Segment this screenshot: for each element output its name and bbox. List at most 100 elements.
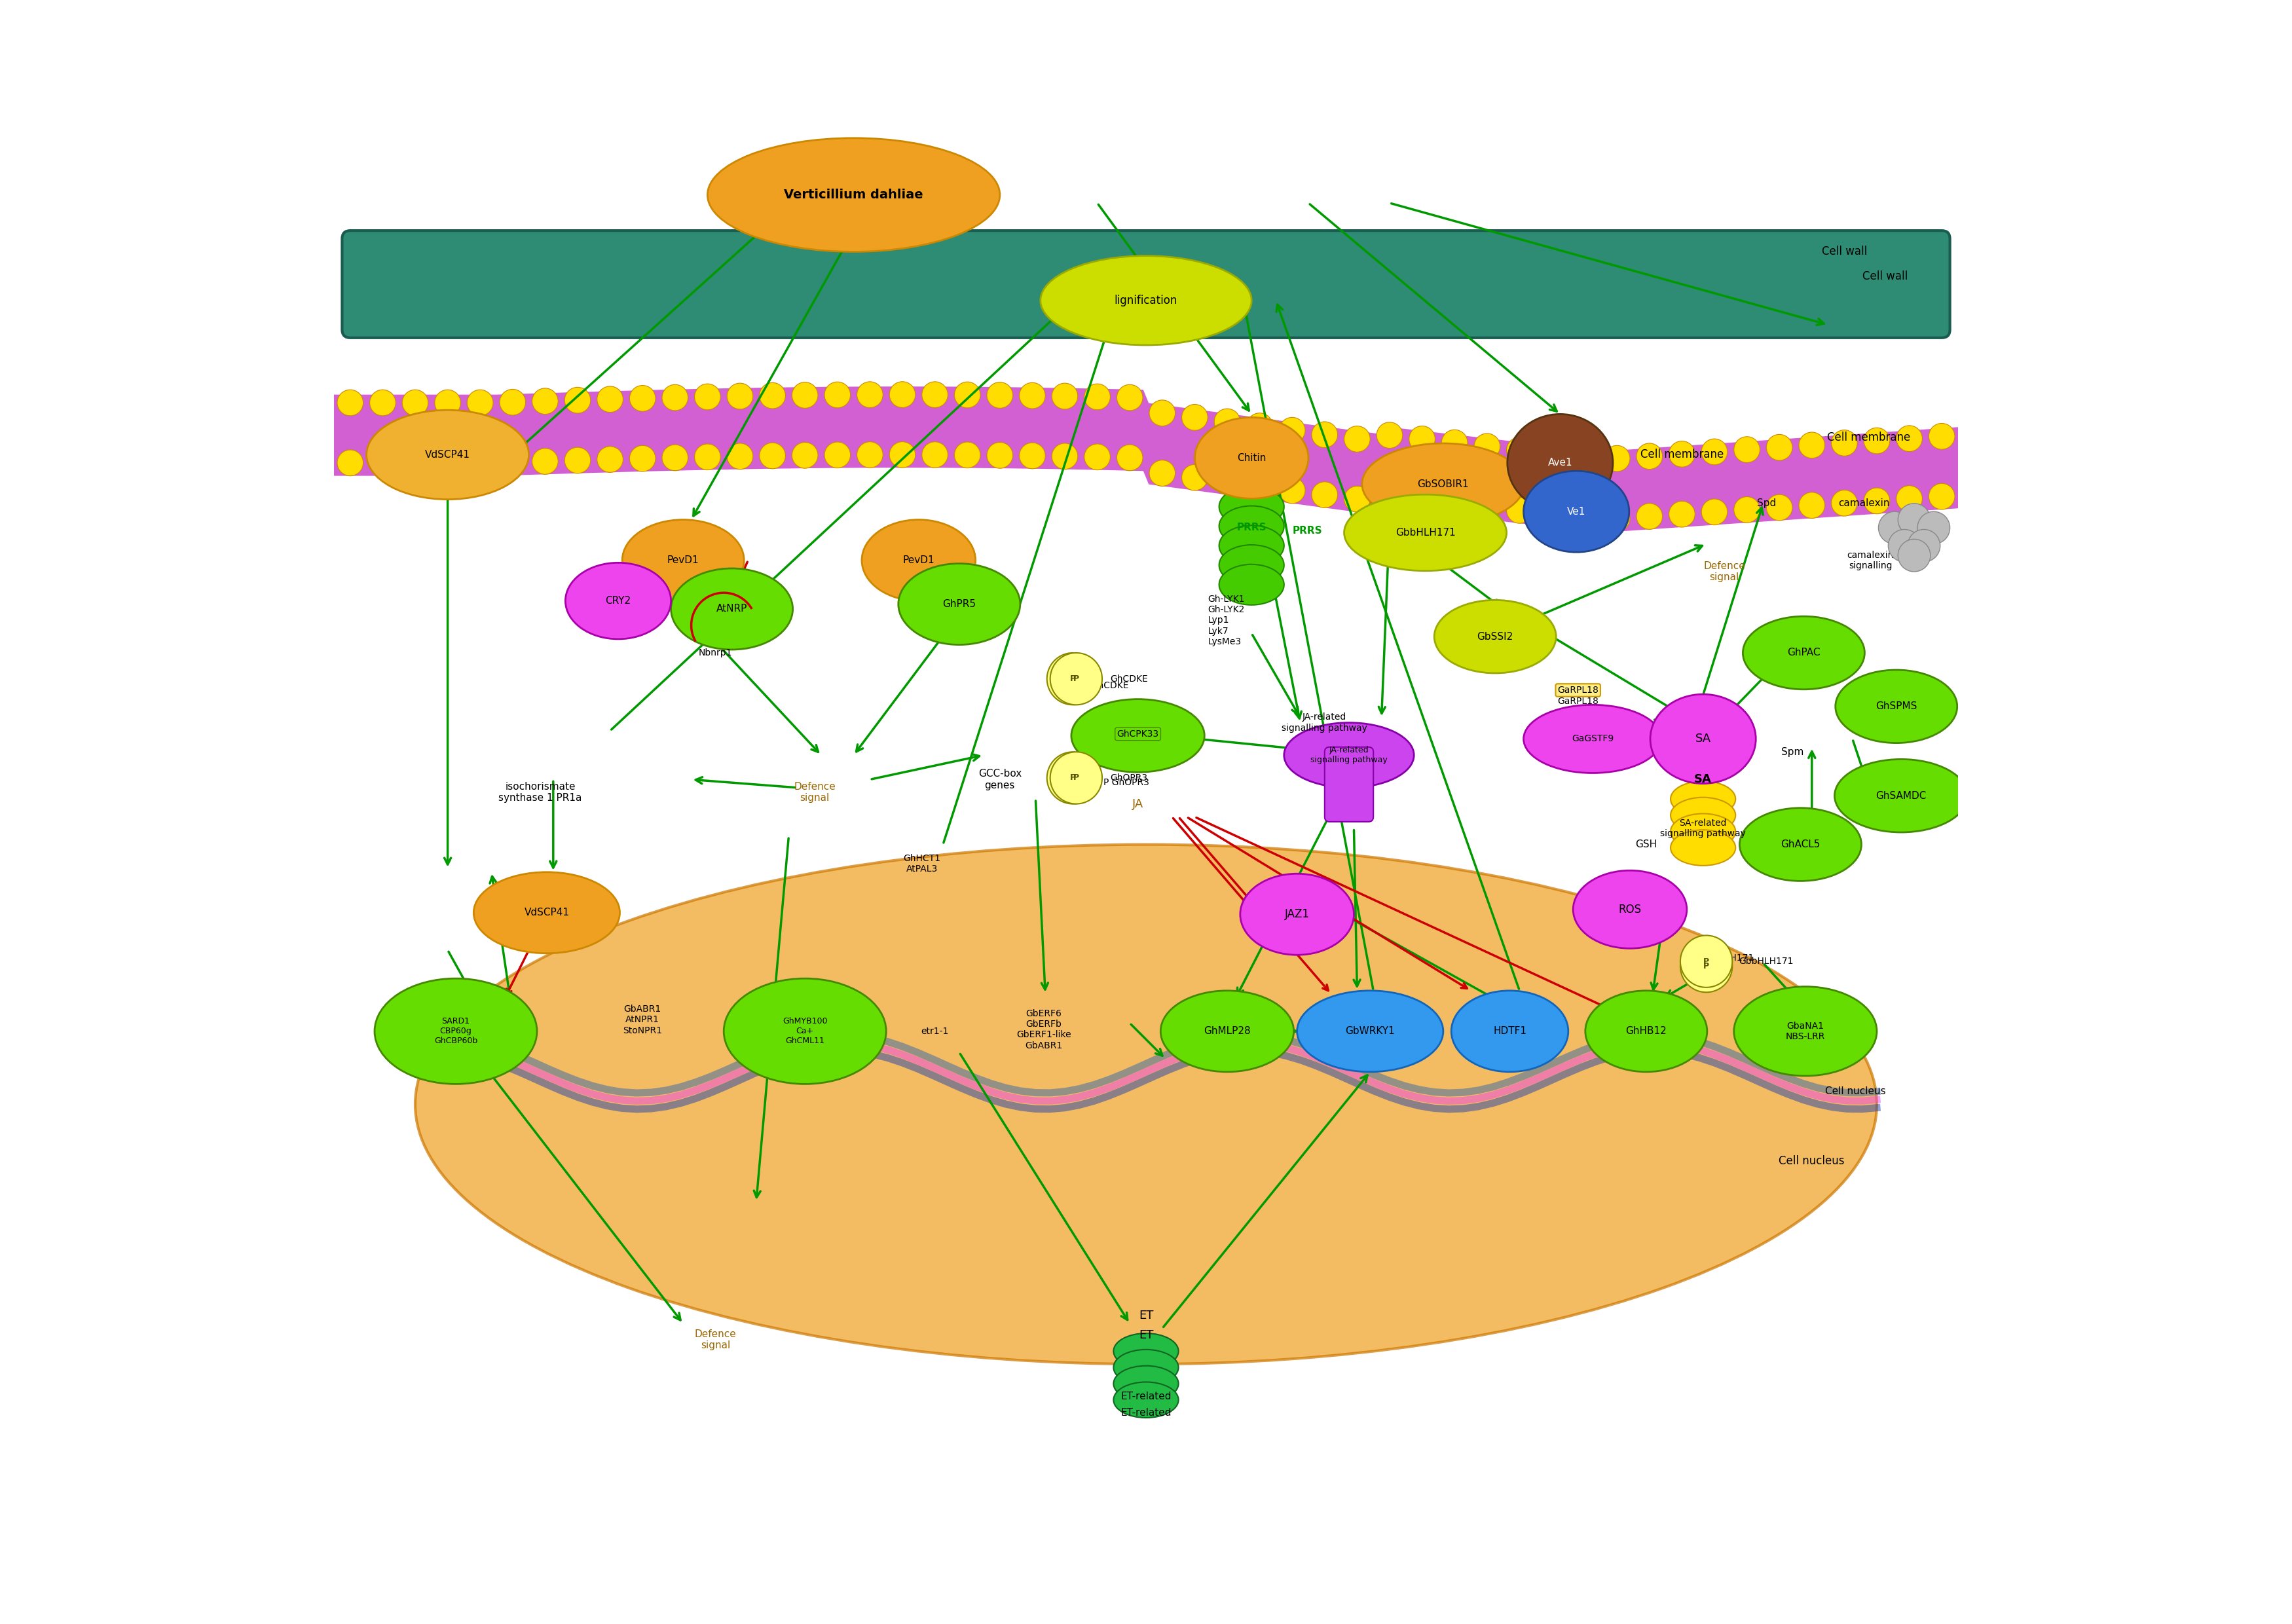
Text: GhHCT1
AtPAL3: GhHCT1 AtPAL3 bbox=[903, 854, 940, 874]
Text: ET-related: ET-related bbox=[1121, 1392, 1171, 1402]
Circle shape bbox=[1279, 477, 1304, 503]
Circle shape bbox=[1604, 445, 1630, 471]
Text: Cell wall: Cell wall bbox=[1822, 245, 1868, 258]
Circle shape bbox=[435, 450, 461, 476]
Circle shape bbox=[1930, 424, 1955, 450]
Ellipse shape bbox=[1194, 417, 1309, 499]
Circle shape bbox=[759, 383, 786, 409]
Text: Cell nucleus: Cell nucleus bbox=[1824, 1086, 1886, 1096]
Circle shape bbox=[337, 450, 362, 476]
Ellipse shape bbox=[621, 520, 745, 601]
Circle shape bbox=[1020, 383, 1045, 409]
Circle shape bbox=[1215, 409, 1240, 435]
Circle shape bbox=[921, 442, 949, 468]
Circle shape bbox=[727, 443, 754, 469]
Ellipse shape bbox=[1650, 693, 1756, 783]
Ellipse shape bbox=[898, 564, 1020, 645]
Circle shape bbox=[1863, 427, 1891, 453]
Text: GhCDKE: GhCDKE bbox=[1109, 674, 1148, 684]
Ellipse shape bbox=[1671, 814, 1735, 849]
Circle shape bbox=[1799, 432, 1824, 458]
Text: JA-related
signalling pathway: JA-related signalling pathway bbox=[1311, 745, 1387, 765]
Text: GhPR5: GhPR5 bbox=[942, 599, 976, 609]
Text: SA: SA bbox=[1696, 732, 1710, 745]
Text: SARD1
CBP60g
GhCBP60b: SARD1 CBP60g GhCBP60b bbox=[433, 1017, 477, 1046]
Circle shape bbox=[662, 385, 688, 411]
Text: GbbHLH171: GbbHLH171 bbox=[1740, 957, 1792, 966]
Ellipse shape bbox=[374, 978, 536, 1085]
Circle shape bbox=[825, 382, 850, 408]
Circle shape bbox=[564, 447, 591, 473]
Circle shape bbox=[369, 450, 397, 476]
Circle shape bbox=[759, 443, 786, 469]
Ellipse shape bbox=[566, 564, 672, 640]
Text: GhHB12: GhHB12 bbox=[1625, 1026, 1666, 1036]
Circle shape bbox=[857, 382, 882, 408]
Ellipse shape bbox=[672, 568, 793, 650]
Text: P: P bbox=[1070, 674, 1075, 684]
Text: GaRPL18: GaRPL18 bbox=[1556, 685, 1598, 695]
Ellipse shape bbox=[1508, 414, 1614, 512]
Text: GhPAC: GhPAC bbox=[1788, 648, 1820, 658]
Ellipse shape bbox=[1070, 698, 1206, 771]
Circle shape bbox=[694, 443, 720, 469]
Circle shape bbox=[1343, 486, 1371, 512]
Ellipse shape bbox=[367, 409, 529, 500]
Circle shape bbox=[857, 442, 882, 468]
Text: P GbbHLH171: P GbbHLH171 bbox=[1691, 953, 1753, 963]
Circle shape bbox=[1052, 383, 1077, 409]
Circle shape bbox=[1052, 443, 1077, 469]
Text: SA-related
signalling pathway: SA-related signalling pathway bbox=[1659, 818, 1747, 838]
Ellipse shape bbox=[862, 520, 976, 601]
Circle shape bbox=[401, 450, 429, 476]
Text: Verticillium dahliae: Verticillium dahliae bbox=[784, 188, 924, 201]
Circle shape bbox=[953, 442, 981, 468]
Text: GCC-box
genes: GCC-box genes bbox=[979, 768, 1022, 791]
Ellipse shape bbox=[1114, 1366, 1178, 1402]
Circle shape bbox=[435, 390, 461, 416]
Text: Spm: Spm bbox=[1781, 747, 1804, 757]
Circle shape bbox=[337, 390, 362, 416]
Circle shape bbox=[793, 442, 818, 468]
Ellipse shape bbox=[1284, 723, 1414, 788]
Circle shape bbox=[468, 450, 493, 476]
Ellipse shape bbox=[415, 844, 1877, 1364]
Text: CRY2: CRY2 bbox=[605, 596, 630, 606]
Text: isochorismate
synthase 1 PR1a: isochorismate synthase 1 PR1a bbox=[500, 781, 582, 804]
Circle shape bbox=[500, 450, 525, 476]
Text: GbWRKY1: GbWRKY1 bbox=[1345, 1026, 1396, 1036]
Ellipse shape bbox=[1114, 1333, 1178, 1369]
Text: ROS: ROS bbox=[1618, 903, 1641, 916]
Circle shape bbox=[1767, 495, 1792, 520]
Text: Defence
signal: Defence signal bbox=[694, 1328, 736, 1351]
Text: GbbHLH171: GbbHLH171 bbox=[1396, 528, 1455, 538]
Text: GhSPMS: GhSPMS bbox=[1875, 702, 1916, 711]
Text: PevD1: PevD1 bbox=[903, 555, 935, 565]
Circle shape bbox=[1215, 469, 1240, 495]
Circle shape bbox=[1898, 539, 1930, 572]
Circle shape bbox=[1831, 490, 1857, 516]
Text: P: P bbox=[1073, 773, 1080, 783]
Text: HDTF1: HDTF1 bbox=[1492, 1026, 1526, 1036]
Ellipse shape bbox=[474, 872, 619, 953]
Ellipse shape bbox=[1240, 874, 1355, 955]
Circle shape bbox=[1572, 445, 1598, 471]
Text: P: P bbox=[1070, 773, 1075, 783]
Circle shape bbox=[1084, 443, 1109, 469]
Circle shape bbox=[1863, 487, 1891, 513]
Text: P GhCDKE: P GhCDKE bbox=[1082, 680, 1128, 690]
Circle shape bbox=[1898, 503, 1930, 536]
Text: GhMLP28: GhMLP28 bbox=[1203, 1026, 1251, 1036]
Circle shape bbox=[662, 445, 688, 471]
Circle shape bbox=[1735, 437, 1760, 463]
Text: camalexin
signalling: camalexin signalling bbox=[1847, 551, 1893, 570]
FancyBboxPatch shape bbox=[1325, 747, 1373, 822]
Circle shape bbox=[598, 447, 623, 473]
Circle shape bbox=[889, 442, 915, 468]
Ellipse shape bbox=[1219, 487, 1284, 528]
Circle shape bbox=[1377, 422, 1403, 448]
Circle shape bbox=[1907, 529, 1939, 562]
Ellipse shape bbox=[1343, 494, 1506, 570]
Circle shape bbox=[1895, 425, 1923, 451]
Text: ET: ET bbox=[1139, 1328, 1153, 1341]
